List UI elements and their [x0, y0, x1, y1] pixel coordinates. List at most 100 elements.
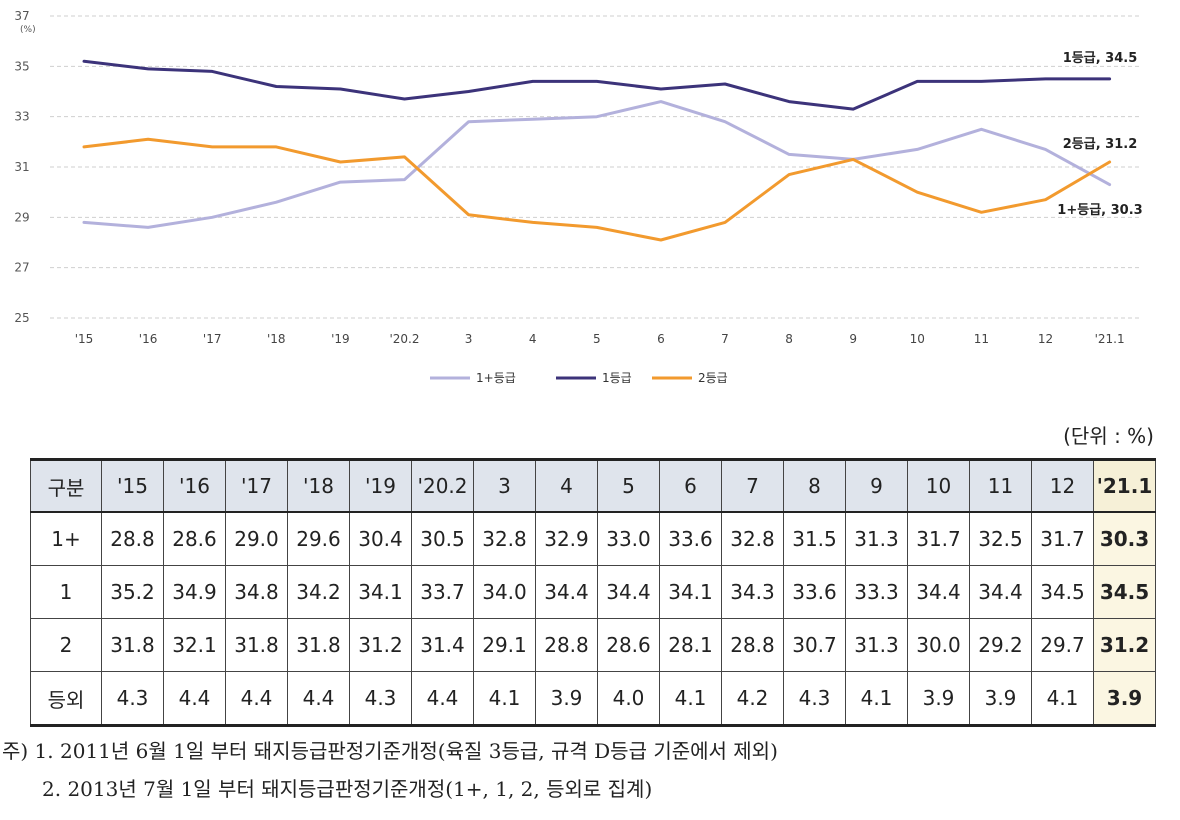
table-cell: 4.4: [163, 671, 226, 727]
table-cell: 34.4: [535, 565, 598, 619]
table-header-cell: '18: [287, 458, 350, 513]
table-cell: 3.9: [907, 671, 970, 727]
table-header-label: 구분: [30, 458, 102, 513]
table-cell: 28.6: [163, 511, 226, 566]
table-header-cell: '21.1: [1093, 458, 1156, 513]
table-row: 등외 4.3 4.4 4.4 4.4 4.3 4.4 4.1 3.9 4.0 4.1 4.2 4.3 4.…: [30, 671, 1156, 727]
x-tick-label: 9: [849, 332, 857, 346]
table-row: 1+ 28.8 28.6 29.0 29.6 30.4 30.5 32.8 32.9 33.0 33…: [30, 511, 1156, 566]
x-tick-label: '15: [75, 332, 94, 346]
table-cell: 30.3: [1093, 511, 1156, 566]
table-cell: 31.3: [845, 511, 908, 566]
y-tick-label: 37: [14, 9, 29, 23]
table-cell: 33.7: [411, 565, 474, 619]
x-tick-label: '21.1: [1095, 332, 1125, 346]
data-table: 구분 '15'16'17'18'19'20.2 3 4 5 6 7 8 9 10 11 12'21.…: [30, 458, 1156, 727]
table-header-cell: 3: [473, 458, 536, 513]
table-header-cell: 5: [597, 458, 660, 513]
table-cell: 4.3: [101, 671, 164, 727]
x-tick-label: 3: [465, 332, 473, 346]
table-cell: 31.4: [411, 618, 474, 672]
footnote-1: 주) 1. 2011년 6월 1일 부터 돼지등급판정기준개정(육질 3등급, …: [2, 739, 778, 763]
series-end-label: 2등급, 31.2: [1063, 137, 1138, 152]
table-header-cell: '20.2: [411, 458, 474, 513]
table-cell: 4.1: [659, 671, 722, 727]
table-cell: 31.7: [1031, 511, 1094, 566]
x-tick-label: 5: [593, 332, 601, 346]
table-cell: 32.5: [969, 511, 1032, 566]
table-cell: 32.9: [535, 511, 598, 566]
table-body: 1+ 28.8 28.6 29.0 29.6 30.4 30.5 32.8 32.9 33.0 33…: [30, 511, 1156, 727]
table-cell: 4.3: [349, 671, 412, 727]
x-tick-label: '19: [331, 332, 350, 346]
legend-label: 2등급: [698, 371, 728, 385]
table-cell: 28.8: [101, 511, 164, 566]
table-cell: 4.0: [597, 671, 660, 727]
table-cell: 33.3: [845, 565, 908, 619]
table-header-cell: '19: [349, 458, 412, 513]
table-cell: 31.5: [783, 511, 846, 566]
x-tick-label: 4: [529, 332, 537, 346]
table-row-label: 등외: [30, 671, 102, 727]
table-cell: 34.4: [907, 565, 970, 619]
y-tick-label: 25: [14, 311, 29, 325]
table-header-cell: 9: [845, 458, 908, 513]
table-cell: 35.2: [101, 565, 164, 619]
table-cell: 4.4: [225, 671, 288, 727]
table-header-cell: 12: [1031, 458, 1094, 513]
table-row-label: 1+: [30, 511, 102, 566]
table-cell: 34.4: [969, 565, 1032, 619]
legend-label: 1등급: [602, 371, 632, 385]
table-cell: 32.8: [473, 511, 536, 566]
table-cell: 4.1: [1031, 671, 1094, 727]
footnotes: 주) 1. 2011년 6월 1일 부터 돼지등급판정기준개정(육질 3등급, …: [2, 732, 778, 808]
table-header-cell: 6: [659, 458, 722, 513]
series-line: [82, 100, 1112, 229]
table-cell: 30.7: [783, 618, 846, 672]
footnote-2: 2. 2013년 7월 1일 부터 돼지등급판정기준개정(1+, 1, 2, 등…: [42, 777, 653, 801]
table-header-cell: 11: [969, 458, 1032, 513]
table-cell: 28.8: [721, 618, 784, 672]
table-cell: 34.1: [349, 565, 412, 619]
y-tick-label: 31: [14, 160, 29, 174]
table-cell: 34.1: [659, 565, 722, 619]
table-cell: 34.8: [225, 565, 288, 619]
table-cell: 29.6: [287, 511, 350, 566]
table-cell: 31.3: [845, 618, 908, 672]
table-cell: 28.8: [535, 618, 598, 672]
series-line: [82, 137, 1112, 242]
x-tick-label: 6: [657, 332, 665, 346]
x-tick-label: '20.2: [389, 332, 419, 346]
table-cell: 31.8: [287, 618, 350, 672]
table-cell: 31.2: [1093, 618, 1156, 672]
table-cell: 28.6: [597, 618, 660, 672]
y-unit-label: (%): [20, 25, 36, 35]
table-cell: 4.3: [783, 671, 846, 727]
table-cell: 34.5: [1093, 565, 1156, 619]
x-tick-label: 10: [910, 332, 925, 346]
table-header-cell: '16: [163, 458, 226, 513]
y-tick-label: 27: [14, 261, 29, 275]
y-tick-label: 33: [14, 110, 29, 124]
table-unit-label: (단위 : %): [1063, 424, 1154, 448]
table-cell: 34.9: [163, 565, 226, 619]
table-cell: 33.0: [597, 511, 660, 566]
table-cell: 30.5: [411, 511, 474, 566]
series-line: [82, 59, 1112, 111]
table-cell: 34.3: [721, 565, 784, 619]
table-cell: 34.4: [597, 565, 660, 619]
table-header-cell: 4: [535, 458, 598, 513]
x-tick-label: 12: [1038, 332, 1053, 346]
table-header-cell: 8: [783, 458, 846, 513]
table-cell: 33.6: [659, 511, 722, 566]
series-end-label: 1등급, 34.5: [1063, 51, 1138, 66]
x-tick-label: 11: [974, 332, 989, 346]
table-cell: 31.2: [349, 618, 412, 672]
table-cell: 28.1: [659, 618, 722, 672]
table-cell: 3.9: [1093, 671, 1156, 727]
table-cell: 30.0: [907, 618, 970, 672]
table-cell: 4.4: [411, 671, 474, 727]
table-cell: 4.1: [845, 671, 908, 727]
table-cell: 29.2: [969, 618, 1032, 672]
y-tick-label: 35: [14, 59, 29, 73]
